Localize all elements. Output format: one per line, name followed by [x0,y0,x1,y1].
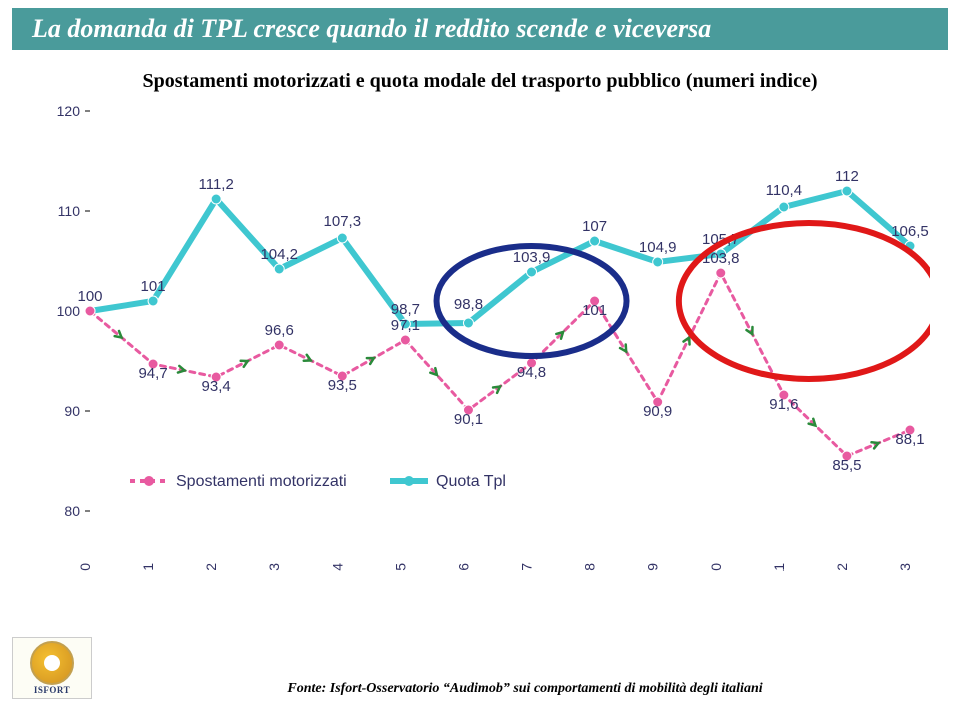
svg-text:2009: 2009 [645,563,661,571]
svg-text:96,6: 96,6 [265,322,294,339]
svg-text:101: 101 [141,278,166,295]
line-chart: 80 90 100 110 120 2000 2001 2002 2003 2004 2005 200… [30,101,930,571]
svg-text:2004: 2004 [329,563,345,571]
svg-text:2008: 2008 [582,563,598,571]
svg-text:2002: 2002 [203,563,219,571]
svg-text:110,4: 110,4 [766,182,802,199]
svg-text:93,5: 93,5 [328,377,357,394]
isfort-logo: ISFORT [12,637,92,699]
svg-text:2005: 2005 [392,563,408,571]
svg-text:2006: 2006 [455,563,471,571]
svg-text:110: 110 [58,203,81,219]
svg-text:103,9: 103,9 [513,249,551,266]
svg-text:112: 112 [835,168,859,185]
svg-text:85,5: 85,5 [832,457,861,474]
svg-text:80: 80 [64,503,80,519]
svg-text:90: 90 [64,403,80,419]
svg-text:91,6: 91,6 [769,396,798,413]
svg-text:104,9: 104,9 [639,239,677,256]
svg-text:2000: 2000 [77,563,93,571]
svg-text:Spostamenti motorizzati: Spostamenti motorizzati [176,473,347,490]
svg-text:97,1: 97,1 [391,317,420,334]
source-footer: Fonte: Isfort-Osservatorio “Audimob” sui… [110,681,940,697]
svg-text:93,4: 93,4 [202,378,231,395]
svg-text:98,8: 98,8 [454,296,483,313]
svg-text:2011: 2011 [771,563,787,571]
svg-text:94,7: 94,7 [138,365,167,382]
svg-text:98,7: 98,7 [391,301,420,318]
svg-text:94,8: 94,8 [517,364,546,381]
svg-text:2010: 2010 [708,563,724,571]
svg-text:2003: 2003 [266,563,282,571]
svg-text:120: 120 [57,103,81,119]
svg-text:90,9: 90,9 [643,403,672,420]
svg-text:106,5: 106,5 [891,223,929,240]
page-title: La domanda di TPL cresce quando il reddi… [12,8,948,50]
svg-text:90,1: 90,1 [454,411,483,428]
svg-text:100: 100 [57,303,81,319]
svg-text:101: 101 [582,302,607,319]
svg-text:107: 107 [582,218,607,235]
svg-text:104,2: 104,2 [260,246,298,263]
svg-text:Quota Tpl: Quota Tpl [436,473,506,490]
svg-text:2001: 2001 [140,563,156,571]
svg-text:88,1: 88,1 [895,431,924,448]
svg-text:100: 100 [77,288,102,305]
svg-text:2012: 2012 [834,563,850,571]
svg-text:2007: 2007 [519,563,535,571]
chart-subtitle: Spostamenti motorizzati e quota modale d… [0,70,960,93]
svg-text:2013: 2013 [897,563,913,571]
svg-text:107,3: 107,3 [324,213,362,230]
svg-text:111,2: 111,2 [198,176,233,193]
